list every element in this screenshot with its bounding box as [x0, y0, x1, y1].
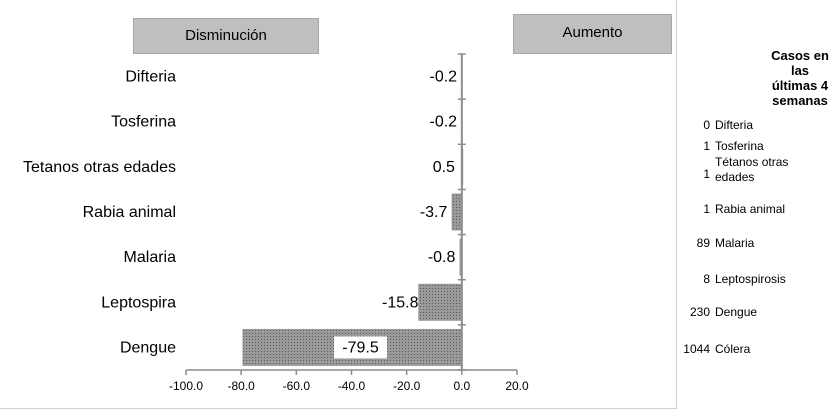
bar-chart: Difteria -0.2 Tosferina -0.2 Tetanos otras e…: [23, 53, 529, 393]
category-label: Malaria: [124, 249, 177, 266]
cases-disease-name-line: Malaria: [715, 236, 755, 250]
x-tick-label: -60.0: [283, 379, 311, 393]
cases-disease-name-line: edades: [715, 170, 755, 184]
x-tick-label: -40.0: [338, 379, 366, 393]
cases-count: 89: [696, 236, 710, 250]
x-tick-label: -20.0: [393, 379, 421, 393]
value-label: -3.7: [420, 204, 448, 221]
cases-count: 8: [703, 272, 710, 286]
x-tick-label: -100.0: [169, 379, 203, 393]
cases-count: 1: [703, 202, 710, 216]
cases-title: Casos en las últimas 4 semanas: [765, 48, 835, 108]
value-label: -0.2: [429, 114, 457, 131]
cases-disease-name-line: Difteria: [715, 118, 754, 132]
cases-disease-name-line: Leptospirosis: [715, 272, 786, 286]
category-label: Tosferina: [111, 114, 176, 131]
decrease-header: Disminución: [133, 18, 319, 54]
cases-disease-name: Cólera: [715, 342, 825, 357]
x-tick-label: -80.0: [227, 379, 255, 393]
cases-title-line: semanas: [772, 93, 828, 108]
cases-disease-name: Rabia animal: [715, 202, 825, 217]
cases-disease-name-line: Cólera: [715, 342, 751, 356]
x-tick-label: 20.0: [505, 379, 529, 393]
category-label: Dengue: [120, 339, 176, 356]
cases-count: 0: [703, 118, 710, 132]
cases-title-line: Casos en las: [771, 48, 829, 78]
value-label: -0.2: [429, 69, 457, 86]
cases-disease-name: Dengue: [715, 305, 825, 320]
bar-5: [418, 283, 462, 321]
category-label: Tetanos otras edades: [23, 159, 176, 176]
x-tick-label: 0.0: [453, 379, 470, 393]
category-label: Rabia animal: [83, 204, 176, 221]
cases-side-panel: Casos en las últimas 4 semanas 0 Difteria…: [680, 0, 836, 410]
decrease-header-label: Disminución: [185, 27, 267, 44]
cases-count: 230: [689, 305, 710, 319]
cases-disease-name: Tétanos otras edades: [715, 155, 825, 185]
cases-disease-name: Malaria: [715, 236, 825, 251]
value-label-background: [334, 336, 388, 359]
cases-disease-name: Tosferina: [715, 139, 825, 154]
cases-count: 1: [703, 139, 710, 153]
cases-count: 1: [703, 167, 710, 181]
labels-layer: Difteria -0.2 Tosferina -0.2 Tetanos otras e…: [23, 69, 529, 393]
cases-title-line: últimas 4: [771, 78, 829, 93]
cases-disease-name-line: Tétanos otras: [715, 155, 789, 169]
value-label: 0.5: [433, 159, 455, 176]
value-label: -0.8: [428, 249, 456, 266]
bar-4: [459, 238, 462, 276]
category-label: Leptospira: [101, 294, 176, 311]
increase-header-label: Aumento: [562, 24, 623, 41]
cases-disease-name-line: Rabia animal: [715, 202, 786, 216]
chart-frame: [0, 0, 677, 409]
value-label: -15.8: [382, 294, 419, 311]
cases-disease-name-line: Dengue: [715, 305, 758, 319]
cases-disease-name: Difteria: [715, 118, 825, 133]
cases-count: 1044: [683, 342, 710, 356]
axis-layer: [185, 53, 518, 375]
increase-header: Aumento: [513, 14, 672, 54]
category-label: Difteria: [125, 69, 176, 86]
cases-disease-name-line: Tosferina: [715, 139, 764, 153]
bar-3: [451, 193, 462, 231]
cases-disease-name: Leptospirosis: [715, 272, 825, 287]
value-label: -79.5: [342, 339, 379, 356]
